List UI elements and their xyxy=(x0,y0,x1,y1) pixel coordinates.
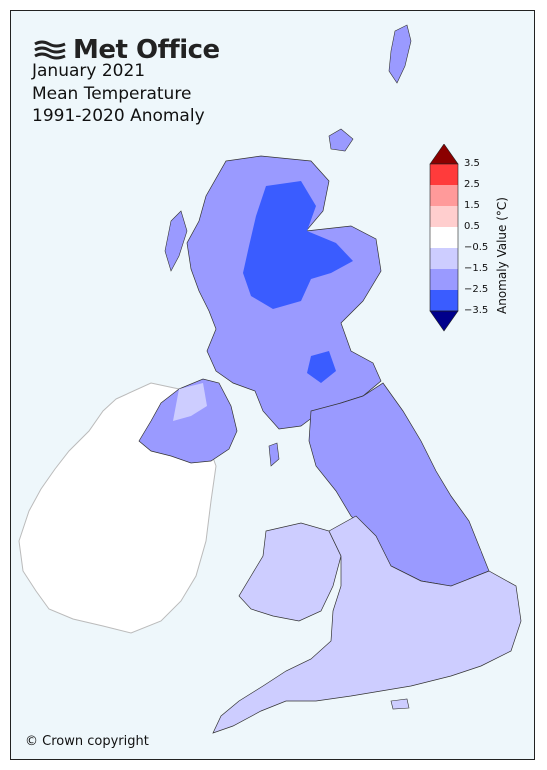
met-office-logo-icon xyxy=(34,40,66,60)
map-title-month: January 2021 xyxy=(32,61,146,81)
legend-title: Anomaly Value (°C) xyxy=(495,197,509,314)
legend-tick-label: −0.5 xyxy=(464,242,489,253)
shetland-islands xyxy=(388,24,412,84)
map-title-variable: Mean Temperature xyxy=(32,84,192,104)
northern-ireland xyxy=(138,378,238,464)
wales xyxy=(238,522,342,622)
legend-swatch-0-5-to-1-5 xyxy=(430,206,458,227)
copyright-notice: © Crown copyright xyxy=(25,734,149,749)
legend-tick-label: −2.5 xyxy=(464,284,489,295)
legend-colorbar xyxy=(429,143,459,332)
highlands-cold-core xyxy=(243,181,353,309)
hebrides-islands xyxy=(164,210,188,272)
legend-swatch-below-m3-5 xyxy=(429,310,459,332)
legend-swatch-2-5-to-3-5 xyxy=(430,164,458,185)
legend-swatch-above-3-5 xyxy=(429,143,459,165)
legend-tick-label: 1.5 xyxy=(464,200,480,211)
legend-swatch-m1-5-to-m0-5 xyxy=(430,248,458,269)
legend-tick-label: 2.5 xyxy=(464,179,480,190)
brand-header: Met Office xyxy=(33,35,220,65)
legend-tick-label: 0.5 xyxy=(464,221,480,232)
isle-of-wight xyxy=(390,698,410,710)
legend-swatch-m2-5-to-m1-5 xyxy=(430,269,458,290)
legend-swatch-neutral xyxy=(430,227,458,248)
southern-england xyxy=(212,515,522,734)
east-midlands-cold-patch xyxy=(371,461,481,596)
legend-swatch-1-5-to-2-5 xyxy=(430,185,458,206)
orkney-islands xyxy=(328,128,354,152)
isle-of-man xyxy=(268,442,280,467)
anomaly-legend: 3.5 2.5 1.5 0.5 −0.5 −1.5 −2.5 −3.5 Anom… xyxy=(429,143,534,344)
legend-tick-label: −1.5 xyxy=(464,263,489,274)
map-title-baseline: 1991-2020 Anomaly xyxy=(32,106,205,126)
northern-ireland-west-patch xyxy=(173,383,207,421)
uk-anomaly-map xyxy=(18,24,522,734)
legend-tick-label: −3.5 xyxy=(464,305,489,316)
map-frame: Met Office January 2021 Mean Temperature… xyxy=(10,10,535,760)
legend-tick-label: 3.5 xyxy=(464,158,480,169)
legend-swatch-m3-5-to-m2-5 xyxy=(430,290,458,311)
brand-name: Met Office xyxy=(73,35,220,65)
central-belt-cold-patch xyxy=(307,351,336,383)
